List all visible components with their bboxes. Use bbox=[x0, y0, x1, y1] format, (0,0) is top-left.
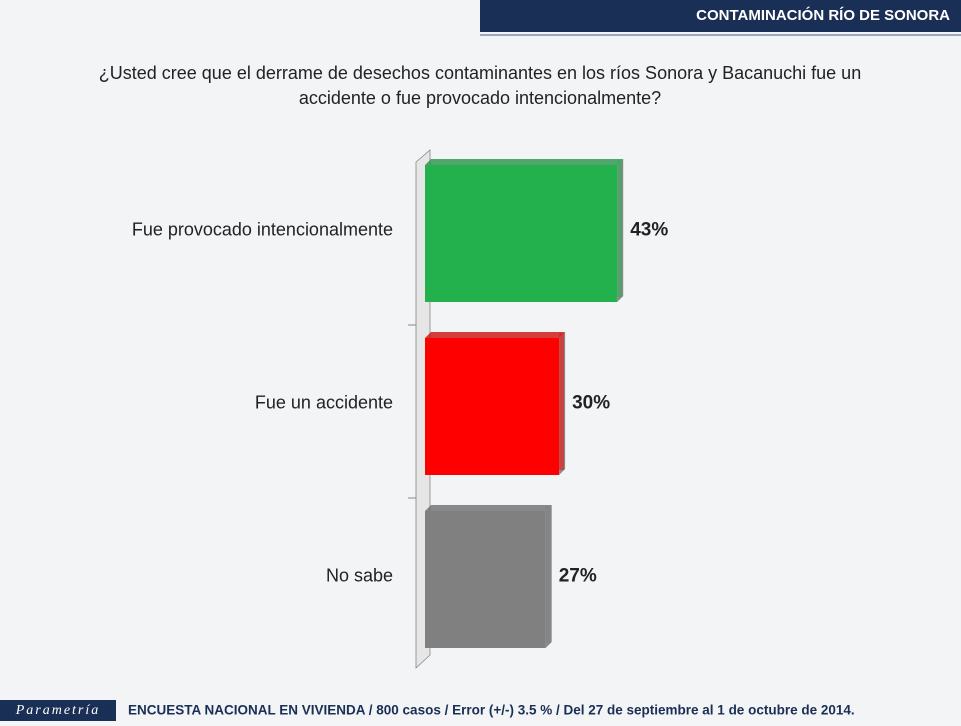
header-title: CONTAMINACIÓN RÍO DE SONORA bbox=[696, 6, 950, 24]
bar-top bbox=[425, 332, 566, 338]
plot: Fue provocado intencionalmente 43% Fue un … bbox=[132, 149, 668, 669]
bar-top bbox=[425, 505, 552, 511]
bar-side-color bbox=[545, 506, 551, 643]
category-label: No sabe bbox=[326, 565, 393, 585]
question: ¿Usted cree que el derrame de desechos c… bbox=[99, 63, 861, 108]
bar-side-color bbox=[559, 333, 565, 470]
question-line: accidente o fue provocado intencionalmen… bbox=[299, 88, 661, 108]
value-label: 30% bbox=[572, 393, 610, 414]
bar-top bbox=[425, 159, 624, 165]
bar bbox=[425, 338, 560, 475]
bar-side-color bbox=[617, 160, 623, 297]
category-label: Fue un accidente bbox=[255, 392, 393, 412]
footer-note: ENCUESTA NACIONAL EN VIVIENDA / 800 caso… bbox=[128, 703, 855, 718]
bar bbox=[425, 511, 546, 648]
value-label: 27% bbox=[559, 566, 597, 587]
brand-box bbox=[0, 700, 116, 721]
question-line: ¿Usted cree que el derrame de desechos c… bbox=[99, 63, 861, 83]
header-bar bbox=[480, 0, 961, 32]
brand: Parametría bbox=[15, 703, 101, 718]
value-label: 43% bbox=[630, 220, 668, 241]
bar bbox=[425, 165, 618, 302]
category-label: Fue provocado intencionalmente bbox=[132, 219, 393, 239]
